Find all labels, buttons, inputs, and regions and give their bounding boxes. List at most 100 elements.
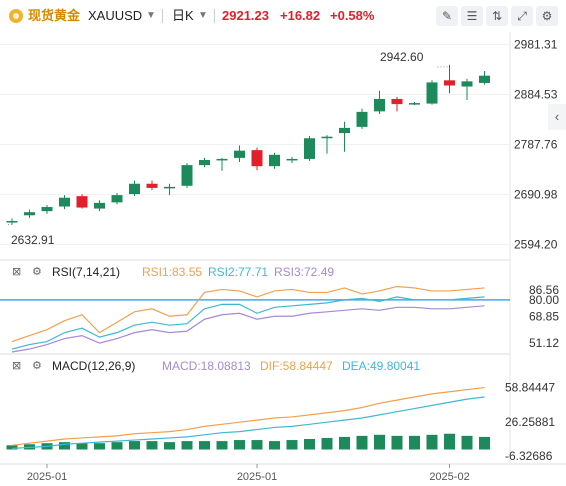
candle-body xyxy=(181,165,193,186)
candle[interactable] xyxy=(199,157,210,168)
rsi-tick-label: 68.85 xyxy=(529,309,559,323)
candle-body xyxy=(426,82,438,104)
macd-histogram-bar xyxy=(374,434,385,450)
candle[interactable] xyxy=(339,121,350,152)
candle[interactable] xyxy=(409,102,420,106)
candle-body xyxy=(409,103,420,105)
candle[interactable] xyxy=(59,195,70,210)
candle-body xyxy=(251,150,263,167)
macd-histogram-bar xyxy=(286,440,298,450)
grid-lines xyxy=(0,32,566,465)
candle[interactable] xyxy=(94,200,105,212)
macd-line-dea xyxy=(11,396,485,450)
symbol-dropdown-icon[interactable]: ▼ xyxy=(146,10,156,21)
macd-label: MACD(12,26,9) xyxy=(52,359,136,373)
macd-histogram-bar xyxy=(59,442,70,450)
candle-body xyxy=(374,98,385,112)
macd-histogram-bar xyxy=(76,443,88,450)
candle-body xyxy=(164,186,175,189)
candle[interactable] xyxy=(164,183,175,196)
instrument-name[interactable]: 现货黄金 xyxy=(28,8,81,23)
macd-histogram-bar xyxy=(164,442,175,450)
candle-body xyxy=(216,158,228,161)
candle[interactable] xyxy=(6,218,18,225)
candle[interactable] xyxy=(374,90,385,114)
date-tick-label: 2025-02 xyxy=(429,471,469,483)
compare-icon[interactable]: ⇅ xyxy=(486,6,508,26)
candle[interactable] xyxy=(444,64,455,94)
candle[interactable] xyxy=(234,145,245,163)
price-axis: 2981.31 2884.53 2787.76 2690.98 2594.20 86.56… xyxy=(505,37,559,463)
rsi-tick-label: 86.56 xyxy=(529,283,559,297)
macd-histogram-bar xyxy=(251,440,263,450)
macd-panel xyxy=(6,386,490,450)
macd-histogram-bar xyxy=(111,442,123,450)
rsi-tick-label: 51.12 xyxy=(529,336,559,350)
rsi-settings-icon[interactable]: ⚙ xyxy=(32,266,42,278)
candle[interactable] xyxy=(129,180,140,197)
candle-body xyxy=(129,183,140,195)
rsi3-value: RSI3:72.49 xyxy=(274,265,335,279)
candle-body xyxy=(146,183,158,188)
rsi2-value: RSI2:77.71 xyxy=(208,265,269,279)
macd-histogram-bar xyxy=(321,437,333,450)
candle[interactable] xyxy=(41,204,53,214)
macd-histogram-bar xyxy=(146,441,158,450)
low-price-annotation: 2632.91 xyxy=(11,233,55,247)
candle-body xyxy=(479,75,490,83)
macd-value: MACD:18.08813 xyxy=(162,359,251,373)
macd-histogram-bar xyxy=(6,445,18,450)
candle[interactable] xyxy=(304,136,315,161)
indicator-icon[interactable]: ☰ xyxy=(461,6,483,26)
candle-body xyxy=(304,138,315,159)
candle[interactable] xyxy=(216,157,228,171)
candle[interactable] xyxy=(181,163,193,188)
macd-histogram-bar xyxy=(339,436,350,450)
price-change: +16.82 xyxy=(280,8,321,23)
candle[interactable] xyxy=(461,78,473,100)
candle[interactable] xyxy=(479,71,490,85)
macd-histogram-bar xyxy=(216,441,228,450)
price-tick-label: 2594.20 xyxy=(514,238,558,252)
candle[interactable] xyxy=(111,193,123,205)
candle[interactable] xyxy=(321,135,333,154)
candle[interactable] xyxy=(426,80,438,105)
macd-tick-label: 26.25881 xyxy=(505,415,555,429)
symbol-selector[interactable]: XAUUSD xyxy=(88,8,143,23)
candle-body xyxy=(339,127,350,134)
high-price-annotation: 2942.60 xyxy=(380,50,424,64)
date-axis: 2025-01 2025-01 2025-02 xyxy=(27,464,470,483)
collapse-macd-icon[interactable]: ⊠ xyxy=(12,360,22,372)
candle[interactable] xyxy=(356,108,368,129)
settings-icon[interactable]: ⚙ xyxy=(536,6,558,26)
date-tick-label: 2025-01 xyxy=(27,471,67,483)
candle-body xyxy=(199,159,210,166)
macd-line-dif xyxy=(11,386,485,446)
collapse-rsi-icon[interactable]: ⊠ xyxy=(12,266,22,278)
macd-settings-icon[interactable]: ⚙ xyxy=(32,360,42,372)
candle[interactable] xyxy=(391,96,403,112)
candle[interactable] xyxy=(24,209,35,218)
dif-value: DIF:58.84447 xyxy=(260,359,333,373)
chevron-left-icon[interactable]: ‹ xyxy=(548,104,566,130)
candle[interactable] xyxy=(286,156,298,164)
macd-histogram-bar xyxy=(94,443,105,450)
candle[interactable] xyxy=(76,194,88,209)
dea-value: DEA:49.80041 xyxy=(342,359,421,373)
candle[interactable] xyxy=(251,147,263,171)
macd-histogram-bar xyxy=(234,440,245,450)
macd-histogram-bar xyxy=(479,436,490,450)
candle[interactable] xyxy=(269,152,280,169)
draw-tool-icon[interactable]: ✎ xyxy=(436,6,458,26)
timeframe-dropdown-icon[interactable]: ▼ xyxy=(198,10,208,21)
candle-body xyxy=(59,197,70,207)
price-tick-label: 2981.31 xyxy=(514,37,558,51)
timeframe-selector[interactable]: 日K xyxy=(172,8,194,23)
expand-icon[interactable]: ⤢ xyxy=(511,6,533,26)
macd-histogram-bar xyxy=(129,441,140,450)
candle-body xyxy=(321,136,333,139)
macd-histogram-bar xyxy=(426,434,438,450)
price-tick-label: 2884.53 xyxy=(514,88,558,102)
candle[interactable] xyxy=(146,180,158,190)
